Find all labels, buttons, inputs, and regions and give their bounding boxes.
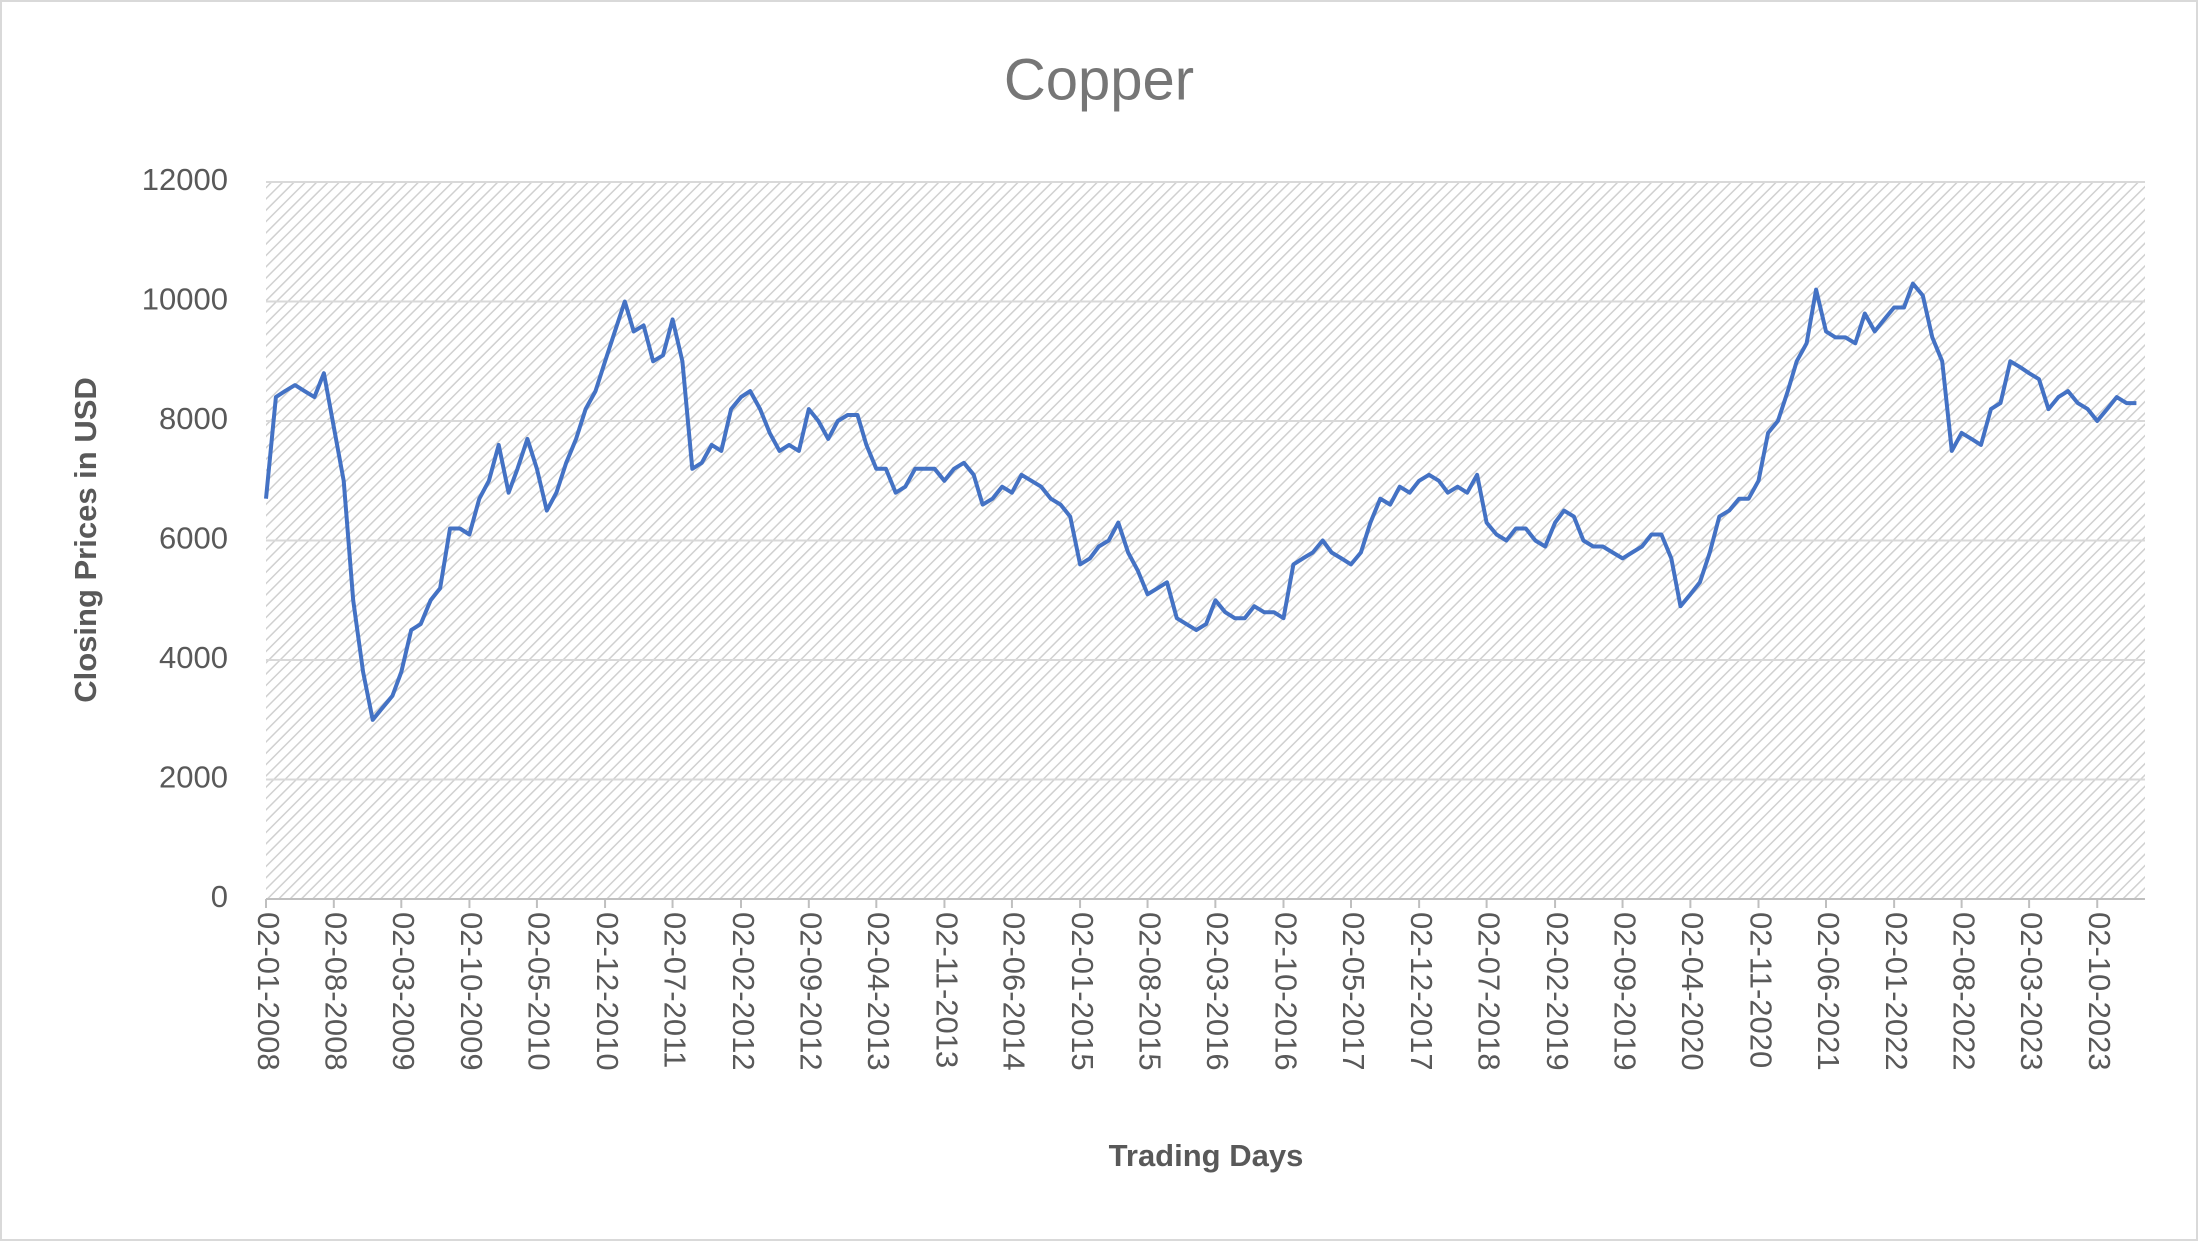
y-tick-label: 8000 <box>159 401 228 436</box>
x-tick-label: 02-09-2012 <box>794 912 829 1071</box>
x-tick-label: 02-09-2019 <box>1607 912 1642 1071</box>
x-tick-label: 02-12-2010 <box>590 912 625 1071</box>
y-axis-label: Closing Prices in USD <box>68 377 103 703</box>
x-tick-label: 02-08-2008 <box>319 912 354 1071</box>
x-tick-label: 02-05-2010 <box>522 912 557 1071</box>
x-tick-label: 02-11-2020 <box>1743 912 1778 1068</box>
x-tick-label: 02-01-2008 <box>251 912 286 1071</box>
x-tick-label: 02-05-2017 <box>1336 912 1371 1071</box>
x-tick-label: 02-06-2021 <box>1811 912 1846 1071</box>
price-line <box>264 281 2137 722</box>
x-tick-label: 02-06-2014 <box>997 912 1032 1071</box>
y-tick-label: 4000 <box>159 640 228 675</box>
x-tick-label: 02-10-2016 <box>1268 912 1303 1071</box>
x-tick-label: 02-03-2023 <box>2014 912 2049 1071</box>
x-tick-label: 02-02-2019 <box>1540 912 1575 1071</box>
x-tick-label: 02-08-2015 <box>1132 912 1167 1071</box>
y-tick-label: 2000 <box>159 760 228 795</box>
x-tick-label: 02-12-2017 <box>1404 912 1439 1071</box>
x-tick-label: 02-03-2016 <box>1200 912 1235 1071</box>
x-tick-label: 02-01-2015 <box>1065 912 1100 1071</box>
x-tick-label: 02-04-2013 <box>861 912 896 1071</box>
x-tick-label: 02-02-2012 <box>726 912 761 1071</box>
x-tick-label: 02-08-2022 <box>1946 912 1981 1071</box>
x-tick-label: 02-07-2011 <box>657 912 692 1068</box>
y-tick-label: 6000 <box>159 521 228 556</box>
x-tick-label: 02-10-2023 <box>2082 912 2117 1071</box>
y-tick-label: 0 <box>211 879 228 914</box>
x-tick-label: 02-01-2022 <box>1879 912 1914 1071</box>
x-tick-label: 02-11-2013 <box>929 912 964 1068</box>
x-axis-label: Trading Days <box>1109 1138 1304 1173</box>
x-tick-label: 02-04-2020 <box>1675 912 1710 1071</box>
y-tick-label: 10000 <box>142 282 228 317</box>
chart-title: Copper <box>1004 47 1194 112</box>
y-tick-label: 12000 <box>142 162 228 197</box>
x-tick-label: 02-07-2018 <box>1471 912 1506 1071</box>
x-tick-label: 02-03-2009 <box>386 912 421 1071</box>
x-tick-label: 02-10-2009 <box>454 912 489 1071</box>
